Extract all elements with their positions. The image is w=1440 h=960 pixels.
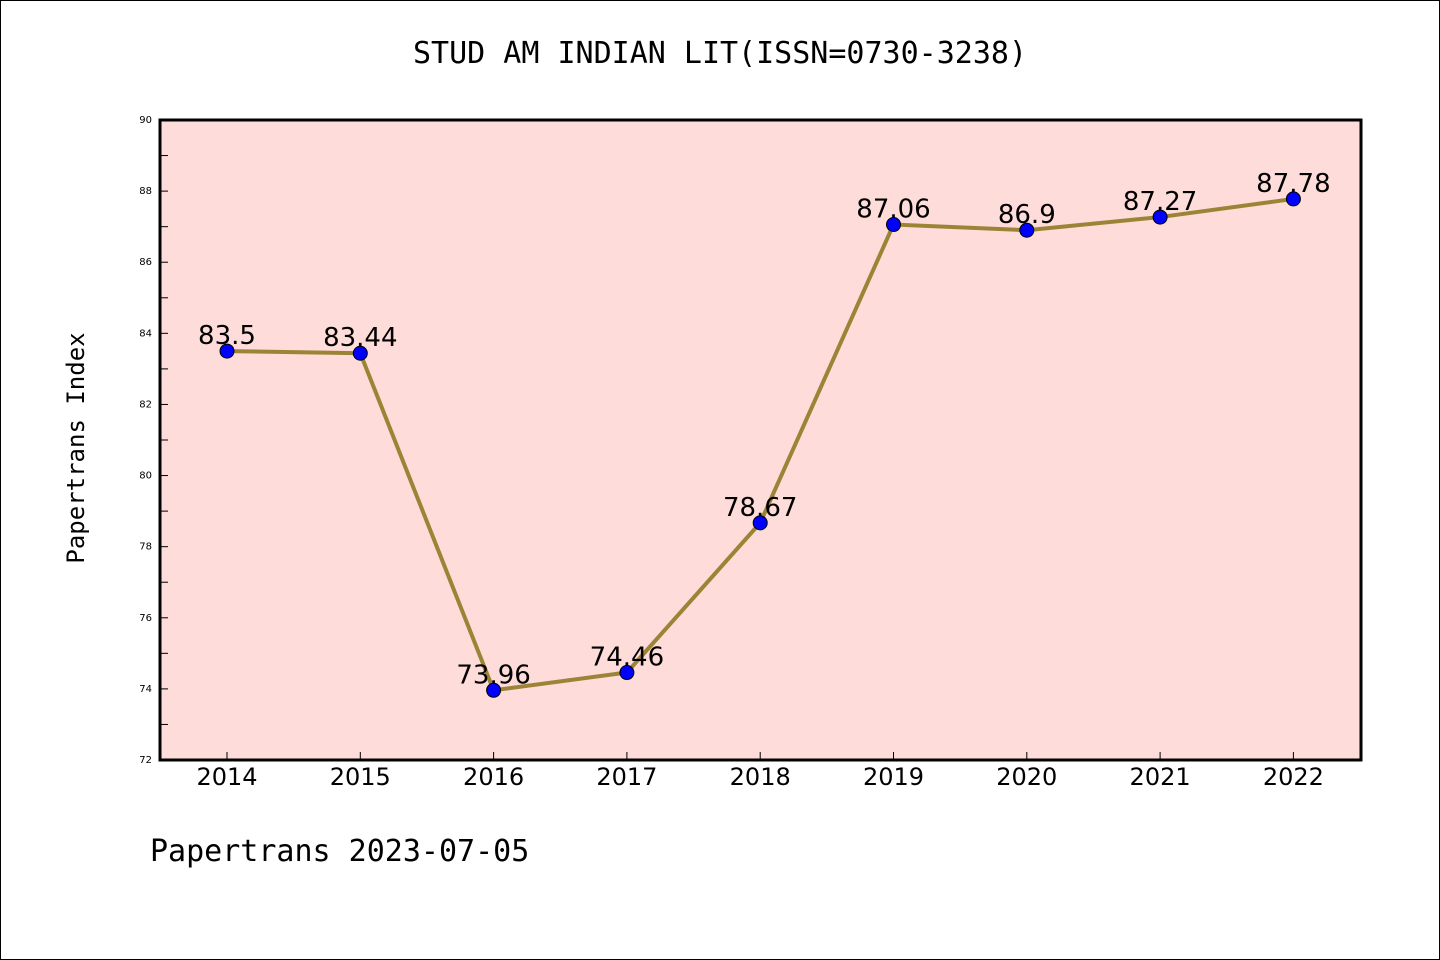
data-point bbox=[1285, 191, 1301, 207]
x-tick-label: 2019 bbox=[863, 763, 924, 791]
y-axis-label: Papertrans Index bbox=[62, 332, 90, 563]
x-tick-label: 2016 bbox=[463, 763, 524, 791]
data-label: 73.96 bbox=[456, 660, 530, 690]
data-label: 87.78 bbox=[1256, 169, 1330, 199]
x-tick-label: 2020 bbox=[996, 763, 1057, 791]
chart-title: STUD AM INDIAN LIT(ISSN=0730-3238) bbox=[412, 36, 1028, 71]
data-point bbox=[886, 217, 901, 233]
y-tick-label: 76 bbox=[139, 613, 152, 624]
data-point bbox=[1152, 209, 1168, 225]
y-tick-label: 74 bbox=[139, 684, 152, 695]
y-tick-label: 72 bbox=[139, 755, 152, 766]
x-axis: 2014 2015 2016 2017 2018 2019 2020 2021 2022 bbox=[196, 752, 1324, 791]
data-point bbox=[752, 515, 768, 531]
y-tick-label: 78 bbox=[139, 542, 152, 553]
data-markers bbox=[219, 191, 1301, 698]
y-tick-label: 80 bbox=[139, 471, 152, 482]
x-tick-label: 2017 bbox=[596, 763, 657, 791]
data-label: 83.5 bbox=[198, 321, 256, 351]
x-tick-label: 2015 bbox=[330, 763, 391, 791]
y-axis: 72 74 76 78 80 82 84 86 88 90 bbox=[139, 115, 168, 766]
data-point bbox=[486, 682, 502, 698]
data-point bbox=[352, 345, 368, 361]
footer-source: Papertrans 2023-07-05 bbox=[150, 834, 530, 869]
data-label: 74.46 bbox=[590, 643, 664, 673]
data-point bbox=[219, 343, 235, 359]
data-label: 87.27 bbox=[1123, 187, 1197, 217]
y-tick-label: 90 bbox=[139, 115, 152, 126]
y-tick-label: 86 bbox=[139, 257, 152, 268]
data-point bbox=[619, 665, 635, 681]
data-label: 87.06 bbox=[856, 195, 930, 225]
y-tick-label: 88 bbox=[139, 186, 152, 197]
y-tick-label: 82 bbox=[139, 399, 152, 410]
data-point bbox=[1019, 222, 1035, 238]
x-tick-label: 2018 bbox=[730, 763, 791, 791]
data-label: 83.44 bbox=[323, 323, 397, 353]
y-tick-label: 84 bbox=[139, 328, 152, 339]
data-labels: 83.5 83.44 73.96 74.46 78.67 87.06 86.9 87.27 87… bbox=[198, 169, 1331, 690]
data-label: 86.9 bbox=[998, 200, 1056, 230]
plot-area bbox=[158, 118, 1363, 762]
data-label: 78.67 bbox=[723, 493, 797, 523]
x-tick-label: 2014 bbox=[196, 763, 257, 791]
x-tick-label: 2021 bbox=[1130, 763, 1191, 791]
x-tick-label: 2022 bbox=[1263, 763, 1324, 791]
